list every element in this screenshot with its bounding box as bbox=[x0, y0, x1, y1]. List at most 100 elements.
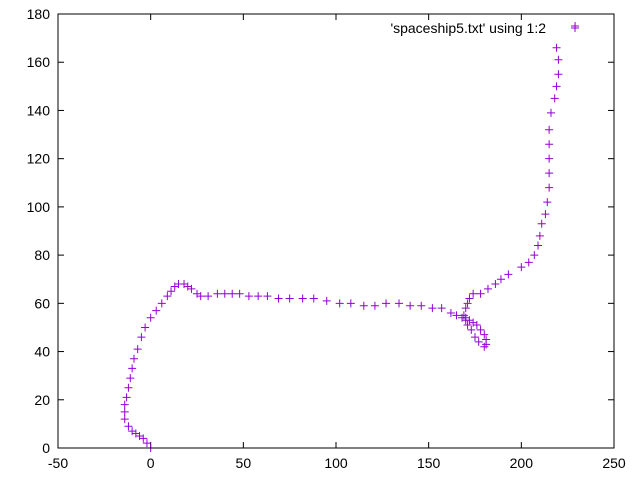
data-point bbox=[452, 311, 461, 320]
data-point bbox=[235, 289, 244, 298]
data-point bbox=[142, 439, 151, 448]
data-point bbox=[254, 292, 263, 301]
data-point bbox=[228, 289, 237, 298]
data-point bbox=[382, 299, 391, 308]
data-point bbox=[133, 345, 142, 354]
data-point bbox=[285, 294, 294, 303]
data-point bbox=[480, 342, 489, 351]
data-point bbox=[263, 292, 272, 301]
data-point bbox=[461, 304, 470, 313]
data-point bbox=[504, 270, 513, 279]
data-point bbox=[298, 294, 307, 303]
data-point bbox=[537, 219, 546, 228]
ticks-layer: -50 0 50 100 150 200 2500204060801001201401601… bbox=[27, 6, 626, 471]
data-point bbox=[124, 422, 133, 431]
data-point bbox=[359, 301, 368, 310]
data-point bbox=[480, 330, 489, 339]
data-point bbox=[446, 308, 455, 317]
data-point bbox=[472, 321, 481, 330]
data-point bbox=[213, 289, 222, 298]
data-point bbox=[346, 299, 355, 308]
data-point bbox=[535, 231, 544, 240]
data-point bbox=[141, 323, 150, 332]
data-point bbox=[428, 304, 437, 313]
data-point bbox=[274, 294, 283, 303]
data-point bbox=[220, 289, 229, 298]
x-tick-label: -50 bbox=[48, 455, 68, 471]
x-tick-label: 250 bbox=[602, 455, 626, 471]
data-point bbox=[476, 289, 485, 298]
data-point bbox=[517, 263, 526, 272]
data-point bbox=[120, 415, 129, 424]
x-tick-label: 50 bbox=[236, 455, 252, 471]
data-point bbox=[554, 55, 563, 64]
plot-frame bbox=[57, 13, 615, 449]
legend-label: 'spaceship5.txt' using 1:2 bbox=[390, 20, 546, 36]
y-tick-label: 0 bbox=[42, 440, 50, 456]
points-layer bbox=[120, 22, 580, 452]
data-point bbox=[550, 94, 559, 103]
data-point bbox=[476, 325, 485, 334]
y-tick-label: 140 bbox=[27, 102, 51, 118]
y-tick-label: 20 bbox=[34, 392, 50, 408]
data-point bbox=[126, 374, 135, 383]
data-point bbox=[545, 154, 554, 163]
y-tick-label: 60 bbox=[34, 295, 50, 311]
data-point bbox=[417, 301, 426, 310]
legend: 'spaceship5.txt' using 1:2 bbox=[390, 20, 579, 36]
data-point bbox=[309, 294, 318, 303]
data-point bbox=[167, 287, 176, 296]
data-point bbox=[524, 258, 533, 267]
data-point bbox=[406, 301, 415, 310]
x-tick-label: 200 bbox=[510, 455, 534, 471]
data-point bbox=[157, 299, 166, 308]
data-point bbox=[463, 299, 472, 308]
data-point bbox=[370, 301, 379, 310]
data-point bbox=[534, 241, 543, 250]
data-point bbox=[187, 284, 196, 293]
data-point bbox=[129, 354, 138, 363]
x-tick-label: 100 bbox=[324, 455, 348, 471]
data-point bbox=[541, 210, 550, 219]
data-point bbox=[545, 125, 554, 134]
data-point bbox=[552, 82, 561, 91]
data-point bbox=[467, 325, 476, 334]
data-point bbox=[545, 183, 554, 192]
data-point bbox=[128, 427, 137, 436]
data-point bbox=[163, 292, 172, 301]
y-tick-label: 120 bbox=[27, 151, 51, 167]
data-point bbox=[124, 383, 133, 392]
y-tick-label: 40 bbox=[34, 344, 50, 360]
data-point bbox=[491, 280, 500, 289]
data-point bbox=[395, 299, 404, 308]
data-point bbox=[530, 251, 539, 260]
data-point bbox=[244, 292, 253, 301]
data-point bbox=[496, 275, 505, 284]
legend-marker bbox=[571, 24, 579, 32]
data-point bbox=[554, 70, 563, 79]
data-point bbox=[461, 316, 470, 325]
data-point bbox=[152, 306, 161, 315]
data-point bbox=[463, 321, 472, 330]
data-point bbox=[122, 393, 131, 402]
data-point bbox=[137, 333, 146, 342]
data-point bbox=[459, 311, 468, 320]
data-point bbox=[543, 198, 552, 207]
data-point bbox=[196, 292, 205, 301]
data-point bbox=[546, 108, 555, 117]
data-point bbox=[437, 304, 446, 313]
data-point bbox=[204, 292, 213, 301]
x-tick-label: 0 bbox=[147, 455, 155, 471]
data-point bbox=[335, 299, 344, 308]
data-point bbox=[545, 140, 554, 149]
data-point bbox=[120, 400, 129, 409]
data-point bbox=[146, 313, 155, 322]
data-point bbox=[322, 296, 331, 305]
x-tick-label: 150 bbox=[417, 455, 441, 471]
data-point bbox=[483, 284, 492, 293]
y-tick-label: 180 bbox=[27, 6, 51, 22]
data-point bbox=[471, 333, 479, 342]
y-tick-label: 80 bbox=[34, 247, 50, 263]
y-tick-label: 100 bbox=[27, 199, 51, 215]
